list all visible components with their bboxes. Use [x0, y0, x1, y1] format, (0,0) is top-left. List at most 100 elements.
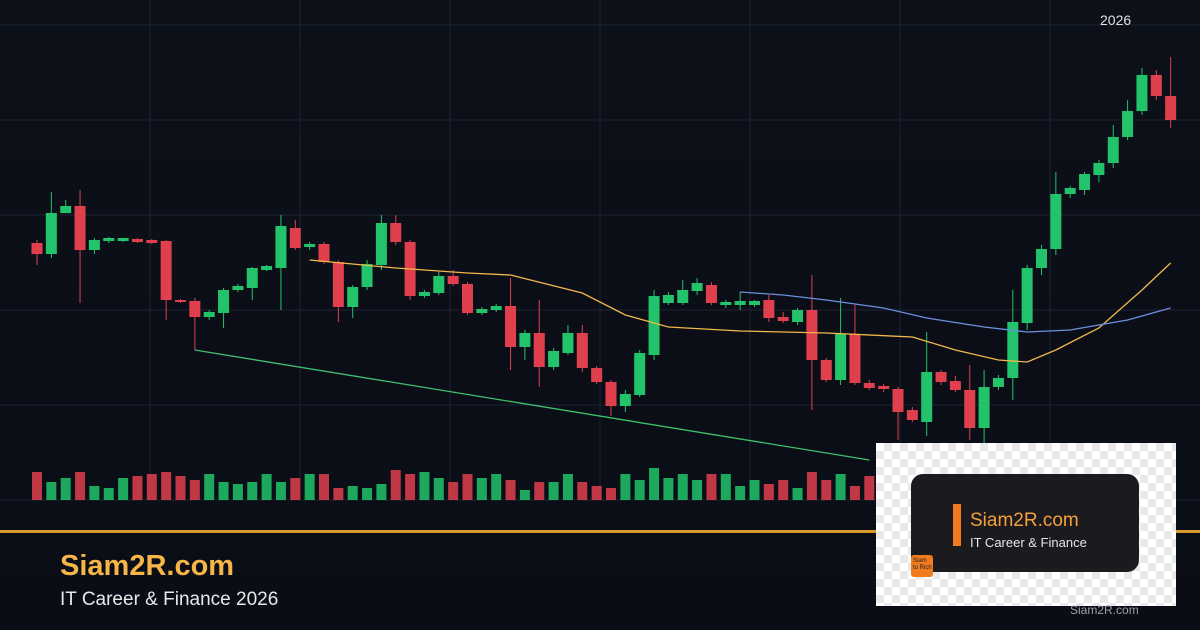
- volume-bar: [405, 474, 416, 500]
- candle-body: [662, 295, 674, 303]
- volume-bar: [275, 482, 286, 500]
- volume-bar: [620, 474, 631, 500]
- volume-bar: [204, 474, 215, 500]
- brand-subtitle: IT Career & Finance 2026: [60, 589, 279, 610]
- candle-body: [418, 292, 430, 296]
- volume-bar: [319, 474, 329, 500]
- volume-bar: [448, 482, 459, 500]
- candle-body: [806, 310, 818, 360]
- candle-body: [691, 283, 703, 291]
- line-series: [740, 291, 1171, 333]
- volume-bar: [692, 480, 703, 500]
- volume-bar: [663, 478, 674, 500]
- candle-body: [562, 333, 574, 353]
- candle-body: [447, 276, 459, 284]
- volume-bar: [333, 488, 344, 500]
- candle-body: [131, 239, 143, 242]
- volume-bar: [849, 486, 860, 500]
- candle-body: [232, 286, 244, 290]
- volume-bar: [290, 478, 301, 500]
- volume-bar: [519, 490, 530, 500]
- candle-body: [749, 301, 760, 305]
- volume-bar: [821, 480, 832, 500]
- logo-badge: Siam to Rich: [911, 555, 933, 577]
- candle-body: [347, 287, 359, 307]
- volume-bar: [606, 488, 616, 500]
- badge-line: to Rich: [913, 565, 932, 571]
- candle-body: [1050, 194, 1062, 249]
- volume-bar: [161, 472, 172, 500]
- candle-body: [246, 268, 258, 288]
- volume-bar: [835, 474, 846, 500]
- candle-body: [734, 301, 746, 305]
- volume-bar: [677, 474, 688, 500]
- candle-body: [878, 386, 890, 389]
- candle-body: [1122, 111, 1134, 137]
- candle-body: [31, 243, 43, 254]
- candle-body: [892, 389, 904, 412]
- candle-body: [820, 360, 832, 380]
- candle-body: [60, 206, 72, 213]
- candle-body: [705, 285, 717, 303]
- volume-bar: [577, 482, 588, 500]
- candle-body: [318, 244, 330, 262]
- candle-body: [45, 213, 57, 254]
- volume-bar: [146, 474, 157, 500]
- candle-body: [289, 228, 301, 248]
- candle-body: [677, 290, 689, 303]
- volume-bar: [118, 478, 129, 500]
- candle-body: [992, 378, 1004, 387]
- volume-bar: [763, 484, 774, 500]
- volume-bar: [476, 478, 487, 500]
- line-series: [309, 259, 1172, 363]
- volume-bar: [232, 484, 243, 500]
- candle-body: [375, 223, 387, 265]
- volume-bar: [749, 480, 760, 500]
- candle-body: [1107, 137, 1119, 163]
- volume-bar: [247, 482, 258, 500]
- volume-bar: [792, 488, 803, 500]
- candle-body: [533, 333, 545, 367]
- candle-body: [949, 381, 961, 390]
- volume-bar: [132, 476, 143, 500]
- candle-body: [189, 301, 201, 317]
- volume-bar: [304, 474, 315, 500]
- candle-body: [261, 266, 273, 270]
- volume-bar: [433, 478, 444, 500]
- candle-body: [476, 309, 488, 313]
- volume-bar: [390, 470, 401, 500]
- volume-bar: [189, 480, 200, 500]
- logo-title: Siam2R.com: [970, 510, 1079, 531]
- candle-body: [935, 372, 947, 382]
- candle-body: [203, 312, 215, 317]
- volume-bar: [347, 486, 358, 500]
- candle-body: [1093, 163, 1105, 175]
- candle-body: [175, 300, 186, 302]
- candle-body: [792, 310, 804, 322]
- volume-bar: [218, 482, 229, 500]
- volume-bar: [562, 474, 573, 500]
- volume-bar: [634, 480, 645, 500]
- candle-body: [863, 383, 875, 388]
- candle-body: [332, 262, 344, 307]
- volume-bar: [32, 472, 42, 500]
- logo-overlay: Siam2R.com IT Career & Finance Siam to Ri…: [876, 443, 1176, 606]
- candle-body: [634, 353, 646, 395]
- candle-body: [304, 244, 316, 247]
- volume-bar: [175, 476, 186, 500]
- candle-body: [490, 306, 502, 310]
- separator: [0, 530, 1200, 533]
- candle-body: [591, 368, 603, 382]
- volume-bar: [75, 472, 86, 500]
- candle-body: [978, 387, 990, 428]
- candle-body: [648, 296, 660, 355]
- logo-card: Siam2R.com IT Career & Finance Siam to Ri…: [911, 474, 1139, 577]
- candle-body: [763, 300, 775, 318]
- brand: Siam2R.com IT Career & Finance 2026: [60, 550, 278, 611]
- volume-bar: [491, 474, 502, 500]
- candle-body: [1021, 268, 1033, 323]
- candle-body: [906, 410, 918, 420]
- badge-line: Siam: [913, 558, 927, 564]
- candle-body: [275, 226, 287, 268]
- logo-bar: [953, 504, 961, 546]
